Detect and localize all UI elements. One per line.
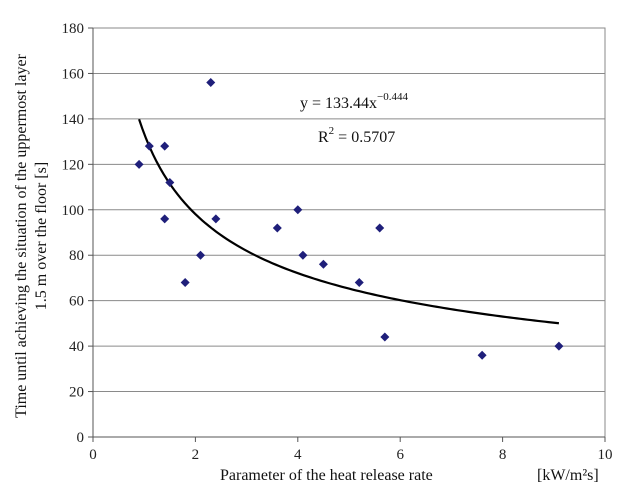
data-point-14 [354,277,364,287]
y-tick-label-100: 100 [62,203,85,219]
data-point-18 [554,341,564,351]
data-point-15 [375,223,385,233]
data-point-13 [318,259,328,269]
x-axis-label: Parameter of the heat release rate [220,467,433,484]
y-tick-label-40: 40 [69,339,84,355]
y-tick-label-120: 120 [62,157,85,173]
y-tick-label-160: 160 [62,66,85,82]
axes [92,28,606,442]
plot-area [92,27,606,438]
data-point-12 [298,250,308,260]
data-point-5 [160,214,170,224]
data-point-11 [293,205,303,215]
x-tick-label-8: 8 [499,447,507,463]
data-point-16 [380,332,390,342]
y-tick-labels: 0 20 40 60 80 100 120 140 160 180 [62,21,85,446]
data-point-9 [211,214,221,224]
y-tick-label-180: 180 [62,21,85,37]
data-point-7 [196,250,206,260]
data-points [134,78,564,360]
x-tick-label-10: 10 [598,447,613,463]
x-tick-label-4: 4 [294,447,302,463]
data-point-2 [144,141,154,151]
y-tick-label-0: 0 [77,430,85,446]
equation-label: y = 133.44x−0.444 [300,91,408,112]
y-tick-label-60: 60 [69,294,84,310]
x-tick-label-2: 2 [192,447,200,463]
x-tick-labels: 0 2 4 6 8 10 [89,447,612,463]
y-axis-label-line2: 1.5 m over the floor [s] [33,162,50,310]
r-squared-label: R2 = 0.5707 [318,125,395,146]
data-point-17 [477,350,487,360]
y-tick-label-80: 80 [69,248,84,264]
grid-lines [88,27,605,438]
data-point-8 [206,78,216,88]
data-point-6 [180,277,190,287]
power-trendline [138,118,560,325]
data-point-10 [272,223,282,233]
y-axis-label-line1: Time until achieving the situation of th… [13,53,30,417]
x-tick-label-6: 6 [396,447,404,463]
x-tick-label-0: 0 [89,447,97,463]
y-tick-label-20: 20 [69,385,84,401]
data-point-3 [160,141,170,151]
data-point-1 [134,159,144,169]
x-axis-unit: [kW/m²s] [537,467,599,484]
data-point-4 [165,178,175,188]
y-tick-label-140: 140 [62,112,85,128]
